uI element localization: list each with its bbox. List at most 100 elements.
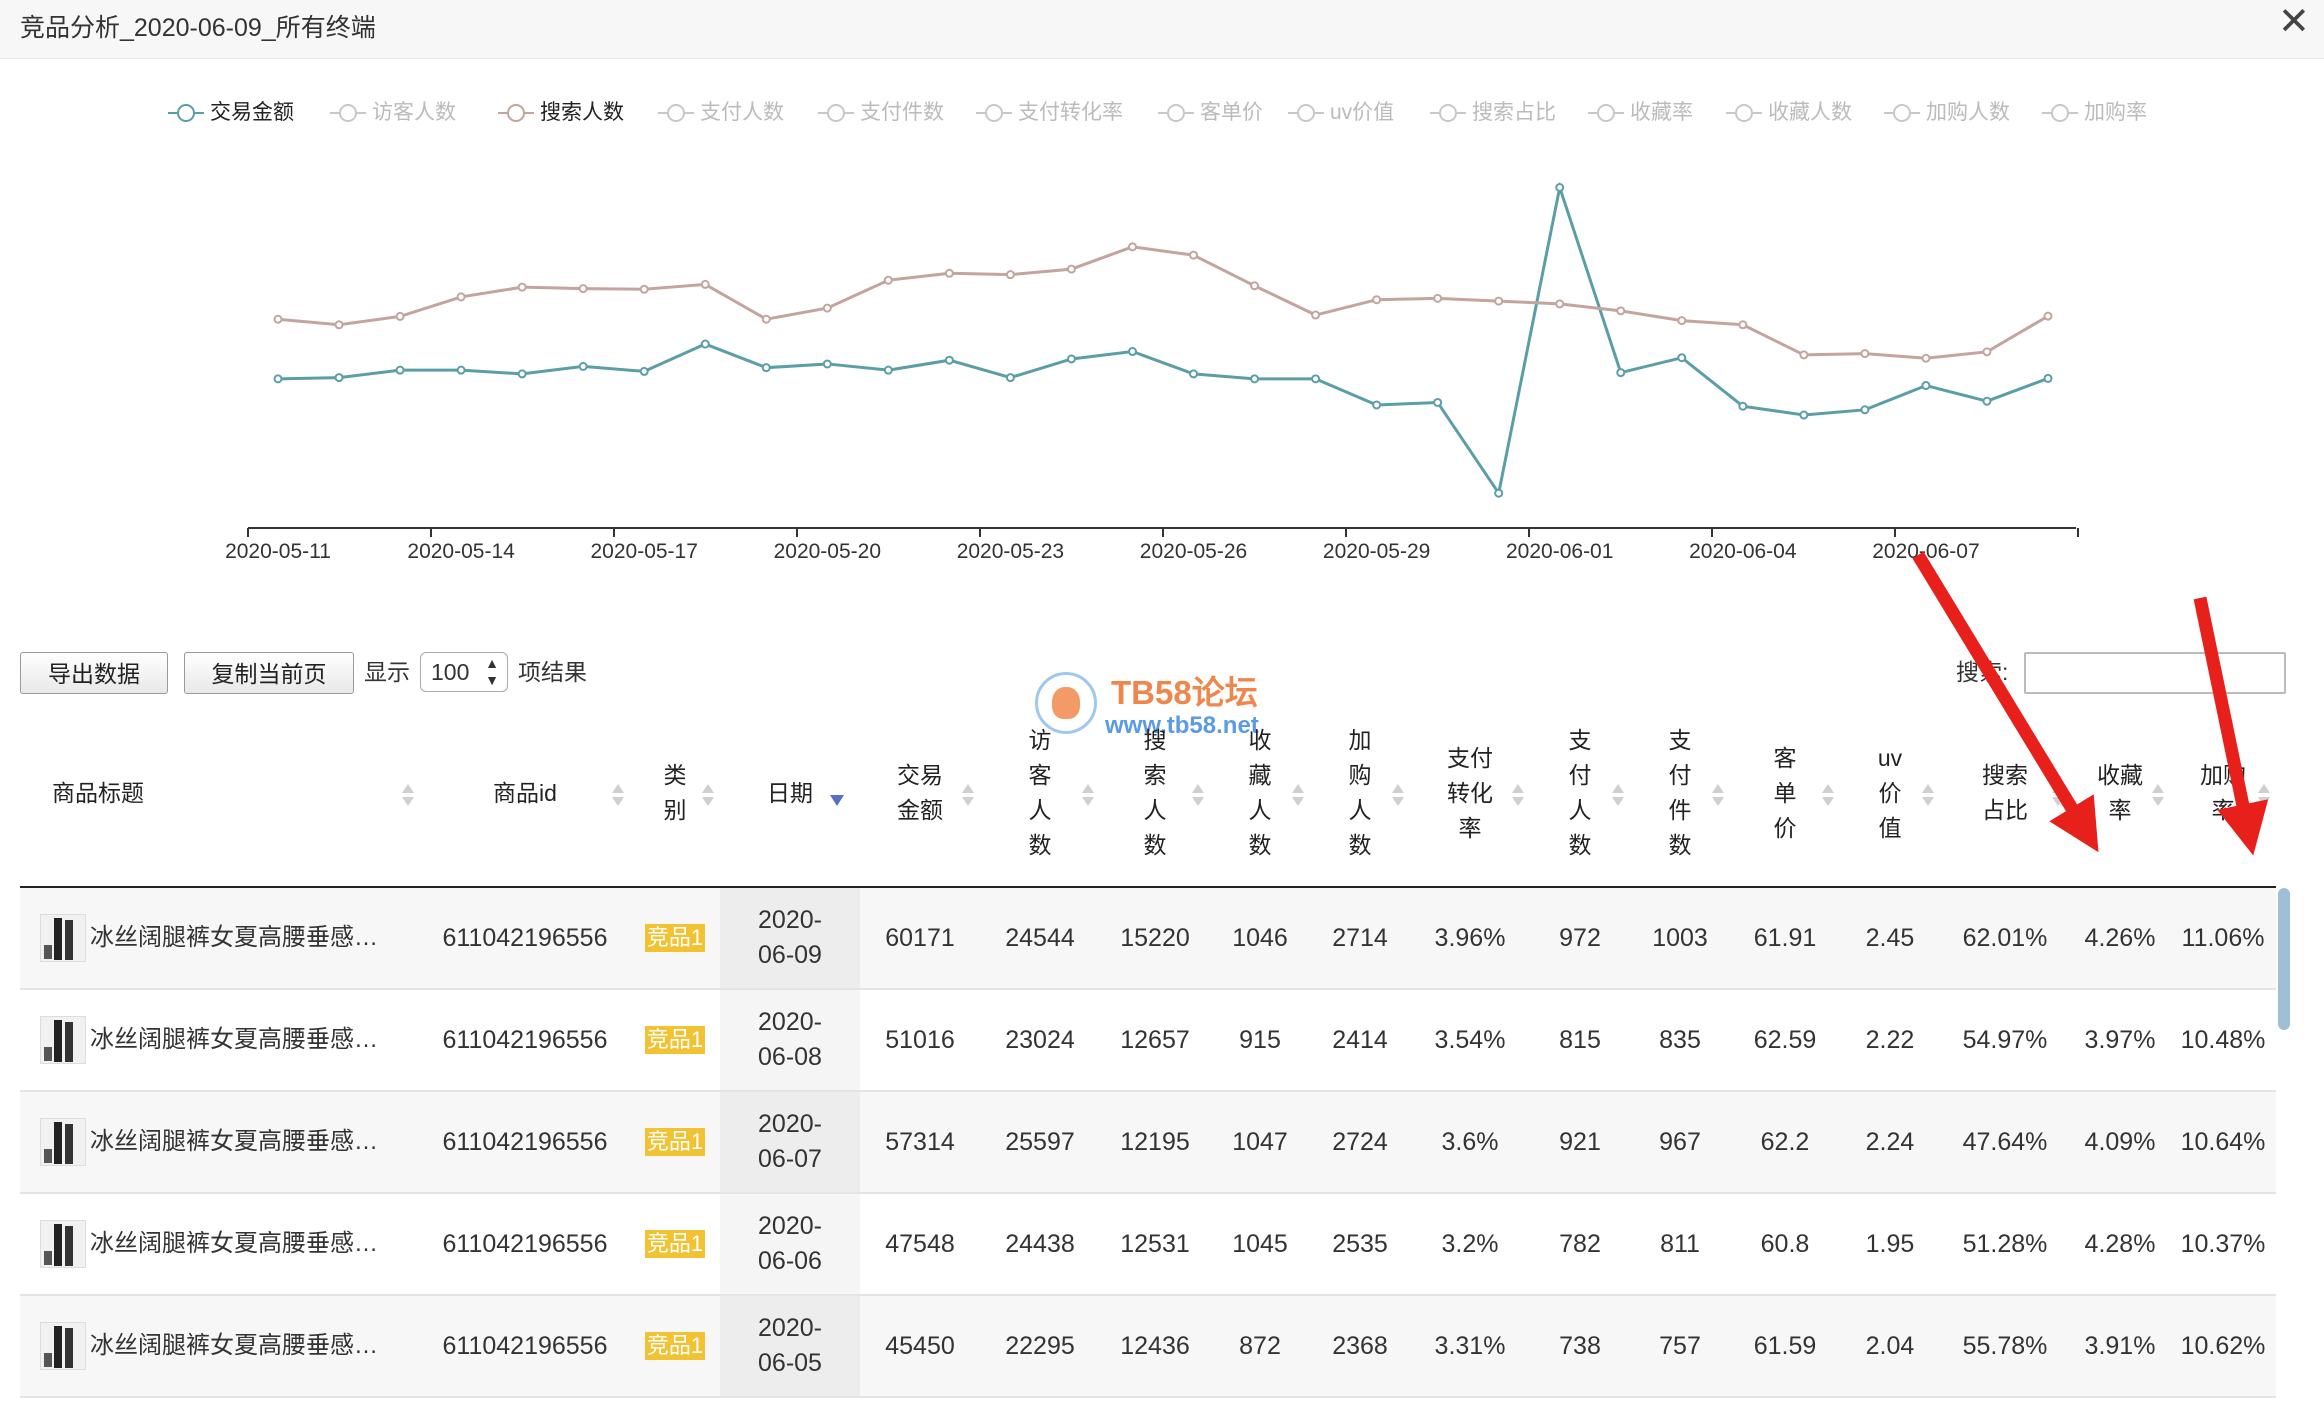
column-header-type[interactable]: 类 别: [630, 700, 720, 886]
series-1-point[interactable]: [2043, 373, 2053, 383]
series-2-point[interactable]: [456, 292, 466, 302]
series-2-point[interactable]: [822, 303, 832, 313]
product-title[interactable]: 冰丝阔腿裤女夏高腰垂感…: [90, 1026, 378, 1053]
legend-item-12[interactable]: 加购人数: [1884, 98, 2010, 128]
product-thumbnail[interactable]: [40, 1118, 86, 1166]
series-2-point[interactable]: [1799, 350, 1809, 360]
series-1-point[interactable]: [1127, 347, 1137, 357]
export-data-button[interactable]: 导出数据: [20, 652, 168, 694]
column-header-items[interactable]: 支 付 件 数: [1630, 700, 1730, 886]
product-title[interactable]: 冰丝阔腿裤女夏高腰垂感…: [90, 1128, 378, 1155]
series-2-point[interactable]: [1066, 264, 1076, 274]
series-1-point[interactable]: [1982, 396, 1992, 406]
series-1-point[interactable]: [1189, 369, 1199, 379]
column-header-conv[interactable]: 支付 转化 率: [1410, 700, 1530, 886]
series-2-point[interactable]: [2043, 311, 2053, 321]
series-1-point[interactable]: [1555, 182, 1565, 192]
series-2-point[interactable]: [1677, 316, 1687, 326]
series-1-point[interactable]: [578, 361, 588, 371]
series-1-point[interactable]: [944, 355, 954, 365]
legend-item-1[interactable]: 交易金额: [168, 98, 294, 128]
series-1-point[interactable]: [1860, 405, 1870, 415]
product-thumbnail[interactable]: [40, 914, 86, 962]
series-2-point[interactable]: [1189, 250, 1199, 260]
column-header-fav-rate[interactable]: 收藏 率: [2070, 700, 2170, 886]
series-1-point[interactable]: [1677, 353, 1687, 363]
legend-item-9[interactable]: 搜索占比: [1430, 98, 1556, 128]
series-1-point[interactable]: [1005, 373, 1015, 383]
series-1-point[interactable]: [1066, 354, 1076, 364]
series-1-point[interactable]: [1616, 368, 1626, 378]
column-header-amount[interactable]: 交易 金额: [860, 700, 980, 886]
search-input[interactable]: [2024, 652, 2286, 694]
legend-item-13[interactable]: 加购率: [2042, 98, 2147, 128]
column-header-cart-rate[interactable]: 加购 率: [2170, 700, 2276, 886]
series-1-point[interactable]: [334, 373, 344, 383]
series-2-point[interactable]: [1250, 281, 1260, 291]
close-icon[interactable]: ✕: [2278, 1, 2310, 43]
series-2-point[interactable]: [1494, 296, 1504, 306]
column-header-payers[interactable]: 支 付 人 数: [1530, 700, 1630, 886]
series-2-point[interactable]: [1311, 310, 1321, 320]
series-2-point[interactable]: [1616, 306, 1626, 316]
series-2-point[interactable]: [334, 320, 344, 330]
series-2-point[interactable]: [944, 268, 954, 278]
legend-item-3[interactable]: 搜索人数: [498, 98, 624, 128]
legend-item-7[interactable]: 客单价: [1158, 98, 1263, 128]
legend-item-6[interactable]: 支付转化率: [976, 98, 1123, 128]
table-row[interactable]: 冰丝阔腿裤女夏高腰垂感… 611042196556 竞品1 2020- 06-08 51…: [20, 990, 2276, 1092]
series-1-point[interactable]: [395, 365, 405, 375]
product-thumbnail[interactable]: [40, 1322, 86, 1370]
column-header-uv[interactable]: uv 价 值: [1840, 700, 1940, 886]
column-header-aov[interactable]: 客 单 价: [1730, 700, 1840, 886]
page-size-select[interactable]: 100 ▲ ▼: [420, 652, 508, 692]
series-2-point[interactable]: [883, 275, 893, 285]
column-header-date[interactable]: 日期: [720, 700, 860, 886]
table-row[interactable]: 冰丝阔腿裤女夏高腰垂感… 611042196556 竞品1 2020- 06-06 47…: [20, 1194, 2276, 1296]
series-1-point[interactable]: [1921, 381, 1931, 391]
product-title[interactable]: 冰丝阔腿裤女夏高腰垂感…: [90, 1332, 378, 1359]
column-header-id[interactable]: 商品id: [420, 700, 630, 886]
product-title[interactable]: 冰丝阔腿裤女夏高腰垂感…: [90, 924, 378, 951]
scrollbar-thumb[interactable]: [2278, 888, 2290, 1030]
column-header-search-share[interactable]: 搜索 占比: [1940, 700, 2070, 886]
series-1-point[interactable]: [273, 374, 283, 384]
series-1-point[interactable]: [1372, 400, 1382, 410]
legend-item-8[interactable]: uv价值: [1288, 98, 1394, 128]
column-header-title[interactable]: 商品标题: [20, 700, 420, 886]
series-2-point[interactable]: [1127, 242, 1137, 252]
table-row[interactable]: 冰丝阔腿裤女夏高腰垂感… 611042196556 竞品1 2020- 06-05 45…: [20, 1296, 2276, 1398]
series-1-point[interactable]: [883, 365, 893, 375]
series-1-point[interactable]: [517, 369, 527, 379]
series-1-point[interactable]: [456, 365, 466, 375]
series-1-point[interactable]: [1494, 488, 1504, 498]
series-2-point[interactable]: [1555, 299, 1565, 309]
column-header-carts[interactable]: 加 购 人 数: [1310, 700, 1410, 886]
legend-item-4[interactable]: 支付人数: [658, 98, 784, 128]
series-1-point[interactable]: [700, 339, 710, 349]
series-2-point[interactable]: [578, 284, 588, 294]
series-1-point[interactable]: [822, 359, 832, 369]
column-header-visitors[interactable]: 访 客 人 数: [980, 700, 1100, 886]
series-2-point[interactable]: [1982, 347, 1992, 357]
series-1-point[interactable]: [1250, 374, 1260, 384]
legend-item-2[interactable]: 访客人数: [330, 98, 456, 128]
legend-item-5[interactable]: 支付件数: [818, 98, 944, 128]
series-1-point[interactable]: [639, 366, 649, 376]
series-1-point[interactable]: [761, 363, 771, 373]
series-1-point[interactable]: [1433, 397, 1443, 407]
series-2-point[interactable]: [517, 282, 527, 292]
column-header-favs[interactable]: 收 藏 人 数: [1210, 700, 1310, 886]
series-1-point[interactable]: [1738, 401, 1748, 411]
product-thumbnail[interactable]: [40, 1016, 86, 1064]
series-2-point[interactable]: [1860, 349, 1870, 359]
series-2-point[interactable]: [1738, 320, 1748, 330]
series-1-point[interactable]: [1311, 374, 1321, 384]
series-2-point[interactable]: [1005, 270, 1015, 280]
legend-item-11[interactable]: 收藏人数: [1726, 98, 1852, 128]
series-2-point[interactable]: [700, 279, 710, 289]
series-2-point[interactable]: [273, 314, 283, 324]
series-1-point[interactable]: [1799, 410, 1809, 420]
product-thumbnail[interactable]: [40, 1220, 86, 1268]
table-row[interactable]: 冰丝阔腿裤女夏高腰垂感… 611042196556 竞品1 2020- 06-09 60…: [20, 888, 2276, 990]
